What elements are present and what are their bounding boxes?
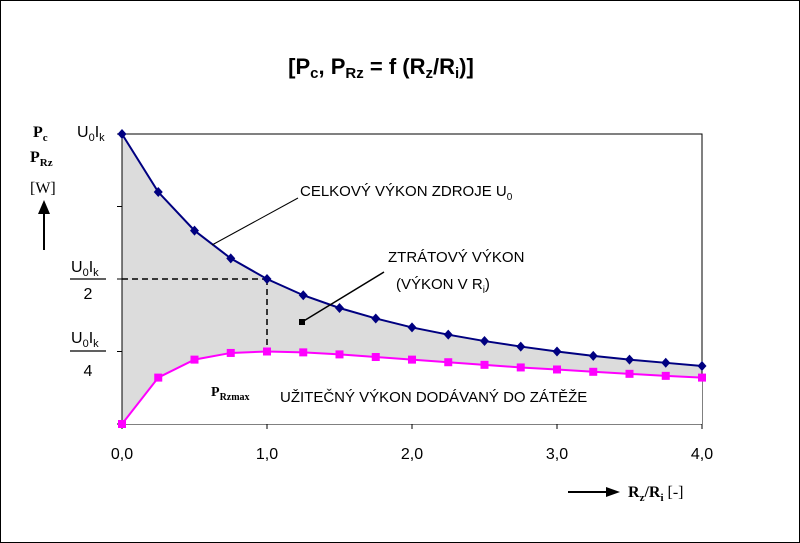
data-point-total — [443, 329, 453, 340]
data-point-total — [153, 187, 163, 197]
annotation-uzitecny: UŽITEČNÝ VÝKON DODÁVANÝ DO ZÁTĚŽE — [280, 389, 587, 406]
data-point-useful — [698, 373, 706, 382]
y-axis-label-pc: Pc — [33, 124, 48, 144]
data-point-useful — [263, 347, 271, 356]
data-point-total — [262, 274, 272, 284]
chart-title: [Pc, PRz = f (Rz/Ri)] — [288, 54, 474, 82]
y-axis-label-prz: PRz — [30, 149, 53, 169]
data-point-useful — [190, 355, 199, 364]
y-tick-label-quarter: U0Ik 4 — [70, 330, 106, 380]
data-point-total — [190, 225, 199, 236]
data-point-total — [625, 354, 634, 365]
series-layer — [117, 129, 707, 428]
data-point-useful — [371, 353, 380, 362]
data-point-total — [371, 313, 381, 324]
data-point-useful — [154, 373, 163, 382]
data-point-total — [335, 303, 344, 313]
data-point-total — [480, 336, 489, 347]
data-point-useful — [625, 369, 634, 378]
data-point-total — [226, 253, 236, 264]
data-point-total — [697, 361, 707, 371]
data-point-useful — [516, 363, 525, 372]
svg-text:ZTRÁTOVÝ VÝKON: ZTRÁTOVÝ VÝKON — [388, 249, 524, 266]
data-point-useful — [226, 348, 235, 357]
x-tick-labels: 0,0 1,0 2,0 3,0 4,0 — [111, 446, 713, 463]
x-tick-label: 1,0 — [256, 446, 278, 463]
data-point-total — [117, 129, 127, 139]
data-point-useful — [299, 348, 308, 357]
y-tick-label-half: U0Ik 2 — [70, 259, 106, 303]
data-point-useful — [408, 355, 416, 364]
y-axis-label-unit: [W] — [30, 180, 56, 197]
data-point-total — [298, 290, 308, 301]
x-axis-label: Rz/Ri [-] — [628, 484, 684, 504]
data-point-useful — [335, 350, 344, 359]
y-axis-arrow-icon — [38, 200, 50, 250]
svg-text:U0Ik: U0Ik — [71, 259, 99, 279]
annotation-przmax: PRzmax — [211, 385, 250, 403]
x-tick-label: 4,0 — [691, 446, 713, 463]
x-axis-arrow-icon — [568, 487, 620, 497]
data-point-useful — [553, 365, 561, 374]
annotation-celkovy: CELKOVÝ VÝKON ZDROJE U0 — [211, 183, 513, 246]
svg-text:CELKOVÝ VÝKON ZDROJE U0: CELKOVÝ VÝKON ZDROJE U0 — [300, 183, 513, 203]
x-tick-label: 2,0 — [401, 446, 423, 463]
svg-text:(VÝKON V Ri): (VÝKON V Ri) — [396, 276, 490, 296]
data-point-useful — [444, 358, 453, 367]
annotation-ztratovy: ZTRÁTOVÝ VÝKON (VÝKON V Ri) — [299, 249, 524, 325]
data-point-useful — [118, 420, 126, 428]
data-point-total — [516, 341, 526, 352]
svg-text:4: 4 — [84, 363, 93, 380]
data-point-useful — [480, 360, 489, 369]
data-point-total — [407, 322, 417, 333]
x-tick-label: 3,0 — [546, 446, 568, 463]
data-point-total — [552, 346, 562, 357]
y-tick-label-top: U0Ik — [77, 124, 105, 144]
data-point-useful — [661, 371, 670, 380]
data-point-useful — [589, 367, 598, 376]
data-point-total — [661, 357, 671, 368]
svg-text:U0Ik: U0Ik — [71, 330, 99, 350]
svg-text:2: 2 — [84, 286, 93, 303]
data-point-total — [588, 350, 598, 361]
x-tick-label: 0,0 — [111, 446, 133, 463]
